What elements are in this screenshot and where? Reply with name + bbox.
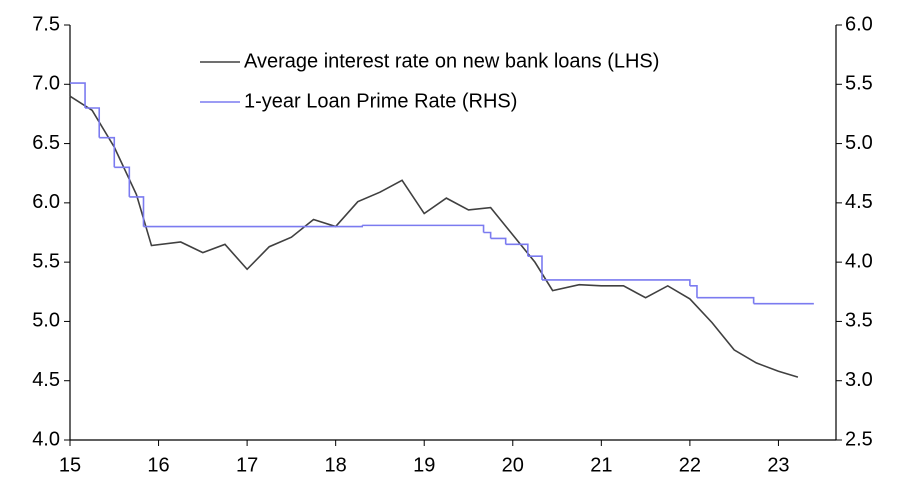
y2-tick-label: 3.0 xyxy=(845,369,873,391)
step-segment xyxy=(129,196,145,227)
y-tick-label: 4.0 xyxy=(32,428,60,450)
step-segment xyxy=(505,243,529,257)
x-tick-label: 16 xyxy=(147,454,169,476)
step-segment xyxy=(696,296,755,304)
step-segment xyxy=(99,136,116,168)
y-tick-label: 6.5 xyxy=(32,132,60,154)
legend-label: Average interest rate on new bank loans … xyxy=(244,50,659,72)
legend-label: 1-year Loan Prime Rate (RHS) xyxy=(244,90,517,112)
y-tick-label: 7.5 xyxy=(32,13,60,35)
x-tick-label: 22 xyxy=(679,454,701,476)
step-segment xyxy=(362,224,485,233)
y2-tick-label: 6.0 xyxy=(845,13,873,35)
line-series xyxy=(69,95,799,378)
step-segment xyxy=(114,166,131,197)
x-tick-label: 15 xyxy=(59,454,81,476)
y-tick-label: 5.5 xyxy=(32,250,60,272)
step-segment xyxy=(483,231,492,239)
step-segment xyxy=(490,237,507,245)
step-segment xyxy=(527,255,543,280)
step-segment xyxy=(70,82,86,108)
x-tick-label: 21 xyxy=(590,454,612,476)
y-tick-label: 7.0 xyxy=(32,73,60,95)
y2-tick-label: 2.5 xyxy=(845,428,873,450)
y2-tick-label: 4.5 xyxy=(845,191,873,213)
step-segment xyxy=(143,225,364,228)
y2-tick-label: 4.0 xyxy=(845,250,873,272)
y2-tick-label: 3.5 xyxy=(845,310,873,332)
step-segment xyxy=(541,279,691,286)
y-tick-label: 6.0 xyxy=(32,191,60,213)
x-tick-label: 19 xyxy=(413,454,435,476)
step-segment xyxy=(85,107,101,138)
x-tick-label: 18 xyxy=(325,454,347,476)
x-tick-label: 20 xyxy=(502,454,524,476)
y-tick-label: 5.0 xyxy=(32,310,60,332)
y-tick-label: 4.5 xyxy=(32,369,60,391)
step-segment xyxy=(689,285,698,298)
x-tick-label: 23 xyxy=(767,454,789,476)
y2-tick-label: 5.5 xyxy=(845,73,873,95)
y2-tick-label: 5.0 xyxy=(845,132,873,154)
x-tick-label: 17 xyxy=(236,454,258,476)
